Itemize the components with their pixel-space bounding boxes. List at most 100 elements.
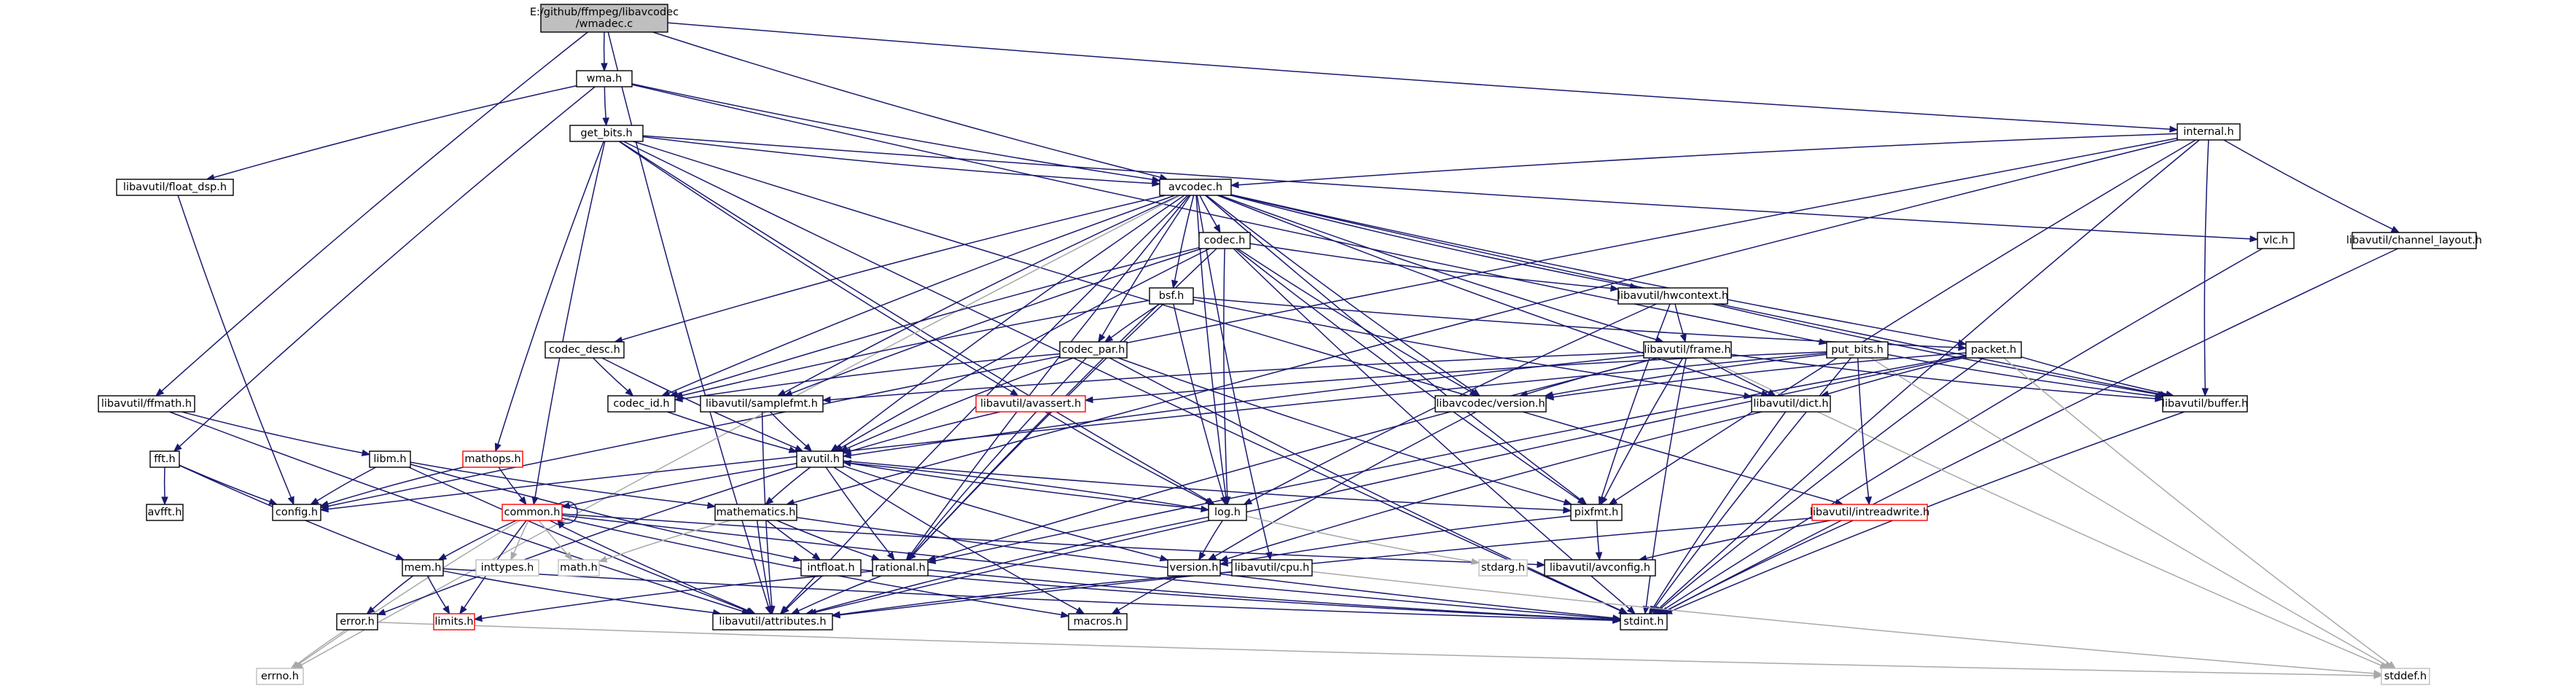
- node-codec_desc[interactable]: codec_desc.h: [545, 341, 625, 359]
- node-mathematics[interactable]: mathematics.h: [714, 504, 797, 521]
- edge-cpu-to-attributes: [831, 571, 1233, 618]
- edge-get_bits-to-avassert: [618, 141, 1019, 397]
- edge-line: [442, 570, 714, 614]
- node-box: [800, 559, 862, 577]
- node-error[interactable]: error.h: [336, 613, 378, 631]
- edge-codec-to-hwcontext: [1249, 243, 1620, 292]
- node-buffer[interactable]: libavutil/buffer.h: [2162, 395, 2248, 413]
- node-put_bits[interactable]: put_bits.h: [1826, 341, 1889, 359]
- edge-line: [1174, 195, 1195, 281]
- node-box: [1965, 341, 2022, 359]
- edge-common-to-math: [538, 520, 573, 561]
- node-ffmath[interactable]: libavutil/ffmath.h: [98, 395, 195, 413]
- edge-arrowhead: [706, 501, 717, 510]
- node-macros[interactable]: macros.h: [1068, 613, 1128, 631]
- edge-line: [384, 466, 797, 613]
- node-limits[interactable]: limits.h: [433, 613, 475, 631]
- edge-line: [927, 569, 1614, 620]
- node-bsf[interactable]: bsf.h: [1149, 287, 1194, 305]
- node-avfft[interactable]: avfft.h: [146, 504, 184, 521]
- edge-line: [426, 575, 447, 608]
- node-fft[interactable]: fft.h: [149, 450, 180, 468]
- node-math[interactable]: math.h: [558, 559, 600, 577]
- node-codec_id[interactable]: codec_id.h: [607, 395, 676, 413]
- edge-dict-to-version: [1219, 411, 1763, 562]
- node-mathops[interactable]: mathops.h: [462, 450, 523, 468]
- edge-avutil-to-error: [376, 466, 797, 616]
- edge-arrowhead: [926, 557, 937, 565]
- edge-line: [1659, 357, 1984, 610]
- node-vlc[interactable]: vlc.h: [2257, 232, 2295, 249]
- node-stddef[interactable]: stddef.h: [2381, 668, 2430, 685]
- node-frame[interactable]: libavutil/frame.h: [1643, 341, 1732, 359]
- node-version[interactable]: version.h: [1167, 559, 1221, 577]
- edge-mathematics-to-attributes: [756, 520, 774, 615]
- edge-arrowhead: [1469, 389, 1479, 397]
- node-box: [149, 450, 180, 468]
- node-intfloat[interactable]: intfloat.h: [800, 559, 862, 577]
- node-lavc_version[interactable]: libavcodec/version.h: [1435, 395, 1547, 413]
- node-float_dsp[interactable]: libavutil/float_dsp.h: [116, 179, 234, 196]
- node-attributes[interactable]: libavutil/attributes.h: [712, 613, 833, 631]
- node-box: [1208, 504, 1247, 521]
- node-codec_par[interactable]: codec_par.h: [1059, 341, 1128, 359]
- node-box: [1149, 287, 1194, 305]
- edge-line: [179, 86, 596, 448]
- node-box: [2162, 395, 2248, 413]
- node-mem[interactable]: mem.h: [402, 559, 444, 577]
- node-samplefmt[interactable]: libavutil/samplefmt.h: [700, 395, 824, 413]
- edge-internal-to-buffer: [2201, 139, 2209, 397]
- edge-line: [1227, 411, 1763, 560]
- node-intreadwrite[interactable]: libavutil/intreadwrite.h: [1810, 504, 1929, 521]
- node-hwcontext[interactable]: libavutil/hwcontext.h: [1617, 287, 1728, 305]
- node-internal[interactable]: internal.h: [2177, 123, 2241, 141]
- node-get_bits[interactable]: get_bits.h: [569, 125, 644, 142]
- edge-arrowhead: [1098, 333, 1106, 343]
- edge-arrowhead: [376, 609, 386, 616]
- node-config[interactable]: config.h: [272, 504, 321, 521]
- edge-arrowhead: [1537, 561, 1546, 569]
- node-box: [872, 559, 929, 577]
- node-avconfig[interactable]: libavutil/avconfig.h: [1544, 559, 1656, 577]
- node-avutil[interactable]: avutil.h: [796, 450, 844, 468]
- edge-line: [1870, 357, 2386, 665]
- node-packet[interactable]: packet.h: [1965, 341, 2022, 359]
- node-cpu[interactable]: libavutil/cpu.h: [1231, 559, 1313, 577]
- node-inttypes[interactable]: inttypes.h: [475, 559, 539, 577]
- node-stdint[interactable]: stdint.h: [1620, 613, 1668, 631]
- node-common[interactable]: common.h: [501, 504, 563, 521]
- node-pixfmt[interactable]: pixfmt.h: [1570, 504, 1623, 521]
- node-log[interactable]: log.h: [1208, 504, 1247, 521]
- edge-put_bits-to-config: [319, 352, 1827, 513]
- node-codec[interactable]: codec.h: [1198, 232, 1251, 249]
- edge-line: [667, 22, 2171, 130]
- node-label: error.h: [340, 616, 375, 628]
- edge-line: [934, 357, 1659, 559]
- node-label: get_bits.h: [580, 128, 632, 139]
- node-wmadec[interactable]: E:/github/ffmpeg/libavcodec/wmadec.c: [530, 4, 679, 33]
- node-label: rational.h: [875, 562, 925, 574]
- edge-line: [561, 513, 1538, 566]
- edge-common-to-avconfig: [561, 513, 1546, 569]
- edge-arrowhead: [792, 555, 803, 562]
- node-box: [2351, 232, 2477, 249]
- edge-samplefmt-to-avutil: [770, 411, 813, 452]
- node-label: libavutil/attributes.h: [719, 616, 826, 628]
- node-errno[interactable]: errno.h: [256, 668, 304, 685]
- node-box: [2257, 232, 2295, 249]
- node-stdarg[interactable]: stdarg.h: [1478, 559, 1528, 577]
- node-label: errno.h: [261, 671, 299, 682]
- node-rational[interactable]: rational.h: [872, 559, 929, 577]
- node-label: avcodec.h: [1168, 181, 1222, 193]
- edge-packet-to-buffer: [2021, 356, 2175, 397]
- node-avassert[interactable]: libavutil/avassert.h: [975, 395, 1086, 413]
- edge-arrowhead: [518, 496, 527, 506]
- edge-line: [1110, 303, 1160, 338]
- node-libm[interactable]: libm.h: [369, 450, 411, 468]
- node-channel_layout[interactable]: libavutil/channel_layout.h: [2346, 232, 2482, 249]
- node-label: limits.h: [434, 616, 473, 628]
- node-wma[interactable]: wma.h: [576, 70, 633, 87]
- node-label: libavutil/buffer.h: [2162, 398, 2248, 410]
- node-dict[interactable]: libavutil/dict.h: [1751, 395, 1831, 413]
- node-avcodec[interactable]: avcodec.h: [1159, 179, 1232, 196]
